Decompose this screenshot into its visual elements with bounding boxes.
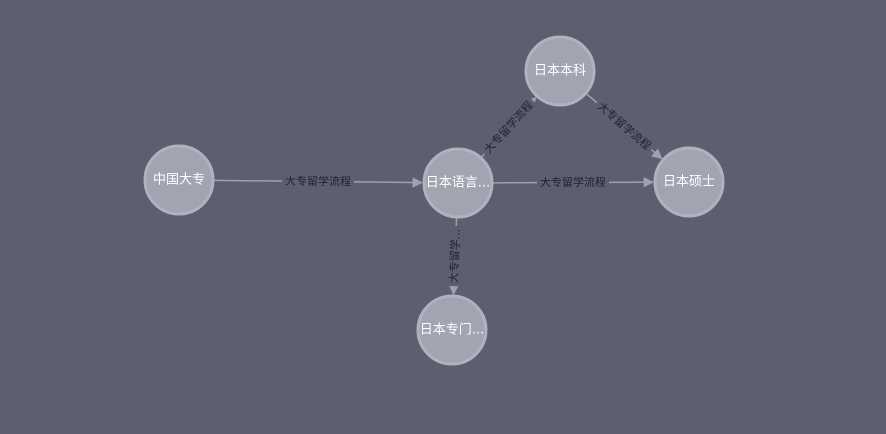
edge-label: 大专留学... (446, 228, 462, 283)
edge-label-background (445, 225, 464, 287)
node-circle[interactable] (143, 144, 215, 216)
node-china-college[interactable]: 中国大专 (143, 144, 215, 216)
edge-label-group: 大专留学流程 (281, 172, 355, 190)
edge-label: 大专留学流程 (481, 98, 536, 156)
edge-label-group: 大专留学... (445, 225, 464, 287)
edge-label-background (478, 95, 539, 160)
node-circle[interactable] (416, 294, 488, 366)
edge-label-group: 大专留学流程 (591, 96, 657, 156)
node-japan-master[interactable]: 日本硕士 (653, 146, 725, 218)
edge-label-background (536, 173, 610, 191)
node-japan-language[interactable]: 日本语言... (422, 147, 494, 219)
node-circle[interactable] (653, 146, 725, 218)
edge-label-group: 大专留学流程 (478, 95, 539, 160)
edge-japan-language-to-japan-bachelor[interactable]: 大专留学流程 (478, 95, 539, 160)
node-japan-bachelor[interactable]: 日本本科 (524, 35, 596, 107)
edge-label-background (591, 96, 657, 156)
node-label: 日本专门... (420, 323, 484, 338)
edge-japan-language-to-japan-vocational[interactable]: 大专留学... (445, 217, 464, 296)
edge-japan-bachelor-to-japan-master[interactable]: 大专留学流程 (586, 93, 663, 160)
nodes-layer: 中国大专 日本语言... 日本本科日本硕士日本专门... (143, 35, 725, 366)
node-label: 日本语言... (426, 176, 490, 191)
edge-label: 大专留学流程 (285, 174, 351, 189)
node-circle[interactable] (524, 35, 596, 107)
node-label: 日本硕士 (663, 175, 715, 190)
edge-label: 大专留学流程 (540, 175, 606, 189)
edge-japan-language-to-japan-master[interactable]: 大专留学流程 (492, 173, 655, 191)
node-japan-vocational[interactable]: 日本专门... (416, 294, 488, 366)
edge-china-college-to-japan-language[interactable]: 大专留学流程 (213, 172, 424, 190)
node-label: 日本本科 (534, 64, 586, 79)
node-label: 中国大专 (153, 173, 205, 188)
node-circle[interactable] (422, 147, 494, 219)
edge-label: 大专留学流程 (595, 99, 654, 153)
edge-label-background (281, 172, 355, 190)
edge-label-group: 大专留学流程 (536, 173, 610, 191)
